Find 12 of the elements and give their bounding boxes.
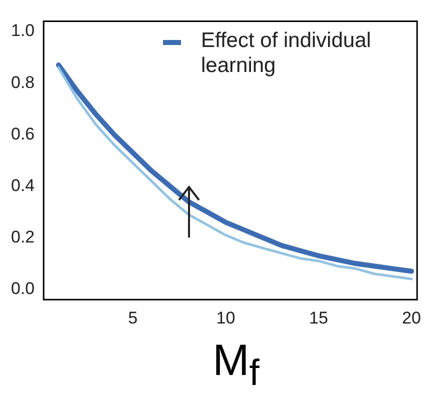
y-tick-label: 0.0 (10, 278, 35, 298)
legend-label: Effect of individual learning (201, 28, 372, 78)
y-tick-label: 1.0 (10, 21, 35, 40)
x-axis-title: M$_{f}$ (212, 335, 260, 395)
x-tick-label: 10 (216, 308, 236, 328)
x-tick-label: 15 (309, 308, 328, 328)
y-tick-label: 0.8 (10, 72, 35, 92)
y-tick-label: 0.6 (10, 124, 35, 144)
x-tick-label: 5 (128, 308, 138, 328)
y-tick-label: 0.2 (10, 227, 35, 246)
x-tick-label: 20 (402, 308, 421, 328)
y-tick-label: 0.4 (10, 176, 35, 195)
